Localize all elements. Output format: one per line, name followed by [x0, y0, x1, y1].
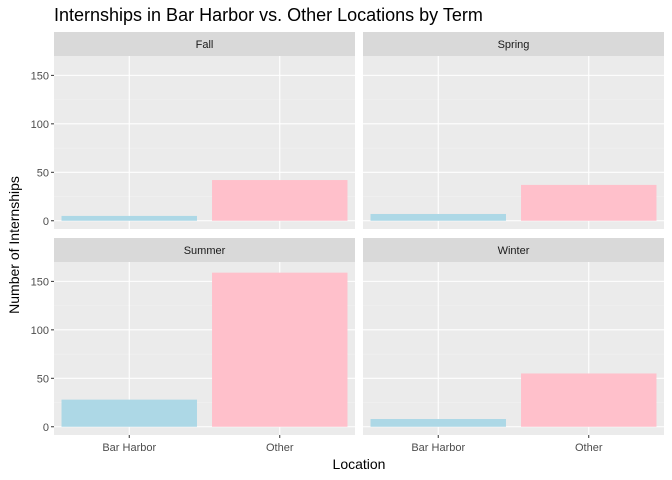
bar-bar-harbor — [61, 215, 197, 221]
facet-strip-label: Spring — [498, 39, 530, 51]
x-tick-label: Other — [266, 442, 294, 454]
bar-bar-harbor — [370, 213, 506, 221]
facet-panels: Fall 0 50 100 150 Spring Summer 0 50 100 150 Winter — [31, 32, 664, 435]
x-axis-title: Location — [333, 456, 386, 472]
y-tick-label: 50 — [37, 167, 49, 179]
facet-panel-spring: Spring — [363, 32, 664, 229]
x-tick-label: Bar Harbor — [102, 442, 156, 454]
x-axis-ticks: Bar Harbor Other Bar Harbor Other — [102, 435, 603, 454]
y-tick-label: 100 — [31, 119, 49, 131]
bar-other — [521, 184, 657, 221]
facet-strip — [363, 32, 664, 56]
facet-strip-label: Fall — [196, 39, 214, 51]
facet-strip — [363, 238, 664, 262]
x-tick-label: Bar Harbor — [411, 442, 465, 454]
facet-panel-summer: Summer 0 50 100 150 — [31, 238, 355, 435]
facet-strip — [54, 32, 355, 56]
bar-other — [212, 180, 348, 221]
facet-strip — [54, 238, 355, 262]
bar-bar-harbor — [61, 399, 197, 427]
y-axis-title: Number of Internships — [6, 176, 22, 314]
y-tick-label: 150 — [31, 276, 49, 288]
facet-strip-label: Winter — [498, 245, 530, 257]
y-tick-label: 150 — [31, 70, 49, 82]
y-tick-label: 100 — [31, 325, 49, 337]
chart-title: Internships in Bar Harbor vs. Other Loca… — [54, 5, 483, 25]
facet-strip-label: Summer — [184, 245, 226, 257]
bar-bar-harbor — [370, 419, 506, 427]
bar-other — [521, 373, 657, 427]
y-tick-label: 0 — [43, 422, 49, 434]
facet-panel-fall: Fall 0 50 100 150 — [31, 32, 355, 229]
y-tick-label: 0 — [43, 216, 49, 228]
facet-panel-winter: Winter — [363, 238, 664, 435]
y-tick-label: 50 — [37, 373, 49, 385]
x-tick-label: Other — [575, 442, 603, 454]
bar-other — [212, 272, 348, 427]
